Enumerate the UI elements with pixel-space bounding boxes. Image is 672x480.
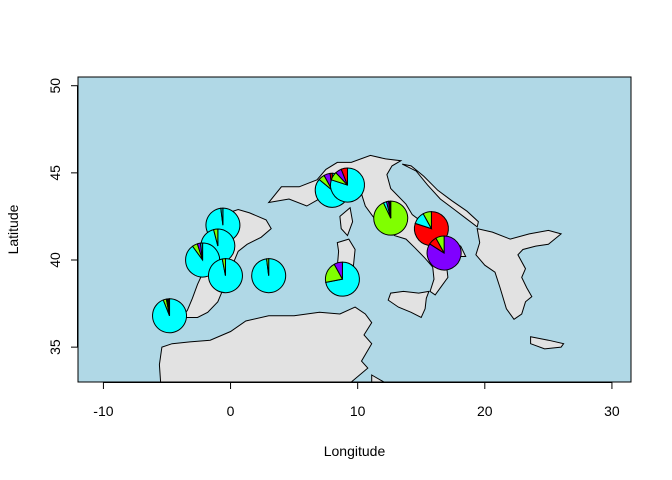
y-tick-label: 50 (47, 78, 63, 94)
land-polygon (530, 336, 565, 350)
pie-slice (220, 207, 224, 226)
pie-chart (152, 298, 188, 334)
x-tick-label: 30 (604, 403, 620, 419)
land-polygon (387, 290, 430, 319)
pie-chart (324, 261, 360, 297)
pie-slice (388, 200, 392, 219)
pie-chart (330, 167, 365, 203)
x-tick-label: 10 (350, 403, 366, 419)
pie-slice (221, 258, 226, 276)
pie-slice (213, 228, 219, 247)
pie-slice (340, 167, 349, 186)
land-polygon (475, 227, 563, 320)
y-axis-title: Latitude (5, 204, 21, 254)
x-tick-label: 20 (477, 403, 493, 419)
land-polygon (158, 306, 373, 382)
y-tick-label: 35 (47, 339, 63, 355)
x-tick-label: 0 (227, 403, 235, 419)
x-tick-label: -10 (93, 403, 113, 419)
pie-chart (207, 258, 243, 294)
y-tick-label: 45 (47, 165, 63, 181)
pie-chart (373, 200, 409, 236)
pie-slice (266, 258, 270, 276)
pie-slice (165, 298, 171, 316)
pie-chart (426, 235, 462, 271)
land-polygon (339, 206, 354, 237)
x-axis-title: Longitude (324, 443, 386, 459)
pie-layer (152, 167, 462, 334)
pie-slice (199, 242, 204, 261)
pie-slice (422, 211, 432, 229)
pie-slice (333, 261, 343, 280)
y-tick-label: 40 (47, 252, 63, 268)
pie-chart (251, 258, 287, 294)
axis-layer: -10 0 10 20 30 35 40 45 50 (47, 78, 620, 419)
land-polygon (401, 163, 479, 228)
pie-slice (435, 235, 445, 254)
